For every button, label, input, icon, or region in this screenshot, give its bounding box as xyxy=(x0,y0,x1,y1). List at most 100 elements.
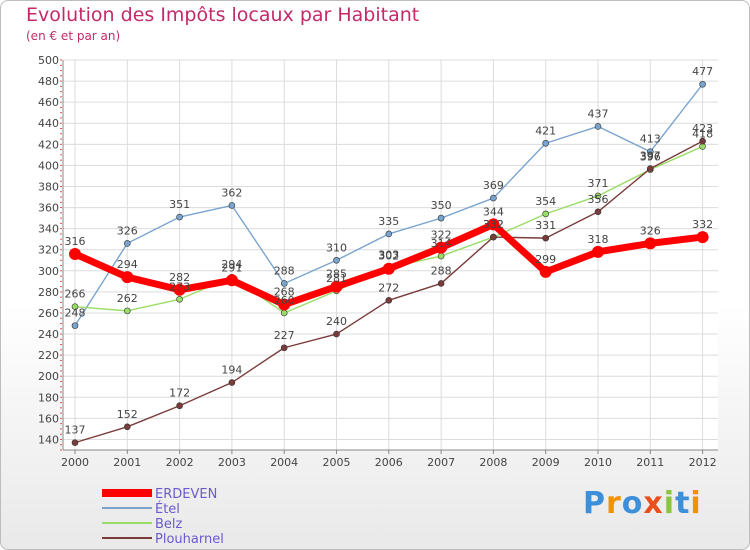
data-label: 318 xyxy=(588,233,609,246)
data-label: 351 xyxy=(169,198,190,211)
data-label: 362 xyxy=(221,186,242,199)
data-point xyxy=(333,330,340,338)
grid xyxy=(63,59,718,450)
logo-letter: r xyxy=(606,486,622,521)
data-point xyxy=(644,237,657,250)
y-tick-label: 340 xyxy=(38,223,59,236)
chart-subtitle: (en € et par an) xyxy=(26,29,121,43)
y-tick-label: 200 xyxy=(38,370,59,383)
data-point xyxy=(278,298,291,311)
x-tick-label: 2003 xyxy=(218,456,246,469)
data-label: 260 xyxy=(274,294,295,307)
data-point xyxy=(176,213,183,221)
y-tick-label: 380 xyxy=(38,180,59,193)
data-label: 268 xyxy=(274,286,295,299)
x-tick-label: 2011 xyxy=(636,456,664,469)
data-point xyxy=(542,234,550,242)
y-tick-label: 480 xyxy=(38,75,59,88)
x-tick-label: 2010 xyxy=(584,456,612,469)
logo-letter: o xyxy=(621,486,644,521)
data-point xyxy=(490,194,497,202)
data-label: 294 xyxy=(117,258,138,271)
data-point xyxy=(594,208,602,216)
chart-title: Evolution des Impôts locaux par Habitant xyxy=(26,4,420,26)
data-point xyxy=(228,202,236,209)
data-point xyxy=(437,214,445,222)
y-tick-label: 440 xyxy=(38,117,59,130)
x-tick-label: 2004 xyxy=(270,456,298,469)
data-label: 288 xyxy=(274,264,295,277)
data-point xyxy=(173,283,186,296)
proxiti-logo: Proxiti xyxy=(583,486,702,521)
data-point xyxy=(487,218,500,231)
data-label: 371 xyxy=(588,177,609,190)
axes: 140 160 180 200 220 240 260 280 300 320 340 360 380 4… xyxy=(38,54,718,469)
data-point xyxy=(71,439,79,446)
data-point xyxy=(539,265,552,278)
data-label: 272 xyxy=(378,281,399,294)
data-point xyxy=(592,245,604,258)
data-label: 137 xyxy=(65,424,86,437)
data-point xyxy=(646,148,654,156)
y-tick-label: 220 xyxy=(38,349,59,362)
data-label: 266 xyxy=(65,288,86,301)
data-label: 344 xyxy=(483,205,504,218)
y-tick-label: 320 xyxy=(38,244,59,257)
data-point xyxy=(228,379,236,386)
data-label: 299 xyxy=(535,253,556,266)
logo-letter: P xyxy=(583,486,606,521)
data-label: 281 xyxy=(326,272,347,285)
y-tick-label: 500 xyxy=(38,54,59,67)
data-label: 332 xyxy=(483,218,504,231)
data-label: 227 xyxy=(274,329,295,342)
data-point xyxy=(435,241,448,254)
data-label: 288 xyxy=(431,264,452,277)
data-label: 240 xyxy=(326,315,347,328)
data-label: 302 xyxy=(378,250,399,263)
x-tick-label: 2002 xyxy=(166,456,194,469)
data-point xyxy=(385,297,393,304)
data-point xyxy=(437,252,445,260)
data-point xyxy=(280,280,288,287)
data-label: 437 xyxy=(588,107,609,120)
data-point xyxy=(699,137,706,145)
data-label: 310 xyxy=(326,241,347,254)
data-label: 172 xyxy=(169,387,190,400)
legend-label-erdeven: ERDEVEN xyxy=(155,487,217,502)
y-tick-label: 360 xyxy=(38,202,59,215)
data-point xyxy=(176,402,183,410)
data-label: 282 xyxy=(169,271,190,284)
data-label: 421 xyxy=(535,124,556,137)
data-point xyxy=(699,80,706,88)
data-point xyxy=(696,231,709,244)
logo-letter: t xyxy=(675,486,691,521)
data-point xyxy=(176,295,183,303)
data-point xyxy=(382,262,395,275)
x-tick-label: 2006 xyxy=(375,456,403,469)
x-tick-label: 2001 xyxy=(113,456,141,469)
x-tick-label: 2007 xyxy=(427,456,455,469)
data-label: 397 xyxy=(640,150,661,163)
data-label: 316 xyxy=(65,235,86,248)
data-label: 322 xyxy=(431,229,452,242)
data-label: 285 xyxy=(326,268,347,281)
data-label: 356 xyxy=(588,193,609,206)
data-label: 477 xyxy=(692,65,713,78)
data-label: 273 xyxy=(169,280,190,293)
data-label: 152 xyxy=(117,408,138,421)
legend-label-étel: Étel xyxy=(155,501,180,517)
data-point xyxy=(594,192,602,200)
y-tick-label: 400 xyxy=(38,159,59,172)
x-tick-label: 2000 xyxy=(61,456,89,469)
data-point xyxy=(330,280,343,293)
plot-area xyxy=(63,60,718,450)
data-label: 314 xyxy=(431,237,452,250)
data-point xyxy=(333,256,340,264)
x-tick-label: 2005 xyxy=(323,456,351,469)
data-point xyxy=(490,233,497,241)
data-point xyxy=(280,309,288,317)
x-tick-label: 2009 xyxy=(532,456,560,469)
data-point xyxy=(646,165,654,172)
y-tick-label: 180 xyxy=(38,391,59,404)
